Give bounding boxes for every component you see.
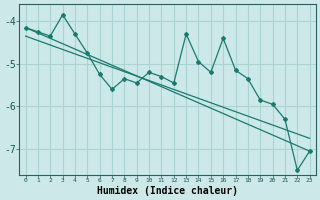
X-axis label: Humidex (Indice chaleur): Humidex (Indice chaleur) bbox=[97, 186, 238, 196]
